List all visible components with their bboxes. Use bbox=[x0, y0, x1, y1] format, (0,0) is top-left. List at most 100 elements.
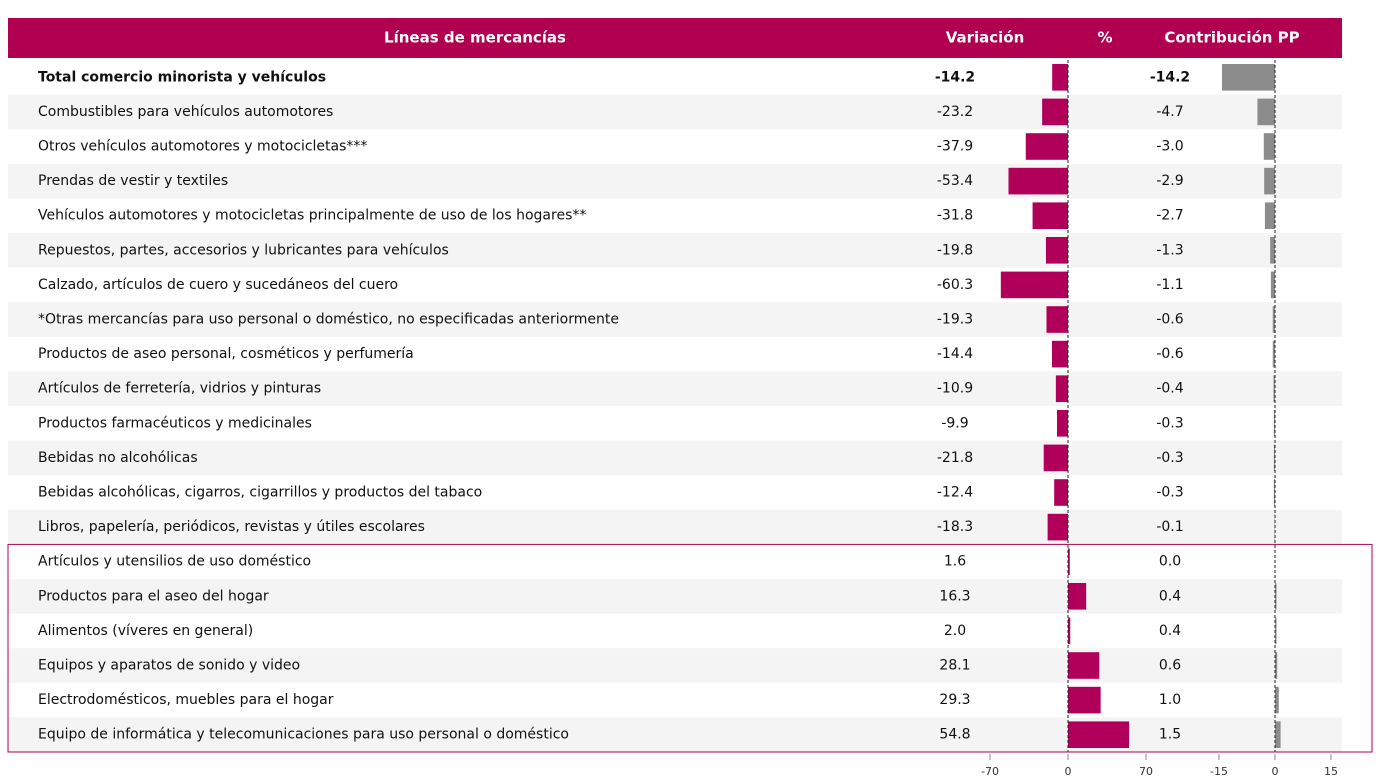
category-label: Bebidas no alcohólicas bbox=[38, 450, 198, 466]
value-label: -19.3 bbox=[937, 312, 973, 328]
row-bg bbox=[8, 302, 1342, 337]
highlight-box bbox=[7, 543, 1373, 753]
bar bbox=[1273, 375, 1275, 402]
value-label: 0.6 bbox=[1159, 658, 1181, 674]
bar bbox=[1008, 167, 1068, 195]
category-label: Calzado, artículos de cuero y sucedáneos… bbox=[38, 277, 398, 293]
header-contribucion: Contribución PP bbox=[1164, 29, 1299, 47]
value-label: -9.9 bbox=[941, 415, 968, 431]
x-tick-label: 70 bbox=[1139, 765, 1153, 778]
category-label: Electrodomésticos, muebles para el hogar bbox=[38, 692, 334, 708]
bar bbox=[1263, 133, 1275, 160]
value-label: -21.8 bbox=[937, 450, 973, 466]
category-label: Artículos de ferretería, vidrios y pintu… bbox=[38, 381, 321, 397]
value-label: -0.4 bbox=[1156, 381, 1183, 397]
bar bbox=[1042, 98, 1068, 126]
x-tick-label: 0 bbox=[1272, 765, 1279, 778]
row-bg bbox=[8, 371, 1342, 406]
row-bg bbox=[8, 648, 1342, 683]
bar bbox=[1275, 721, 1281, 748]
bar bbox=[1275, 686, 1279, 714]
value-label: 29.3 bbox=[939, 692, 970, 708]
value-label: 0.0 bbox=[1159, 554, 1181, 570]
value-label: -0.6 bbox=[1156, 312, 1183, 328]
value-label: 16.3 bbox=[939, 588, 970, 604]
bar bbox=[1068, 652, 1100, 679]
value-label: -14.2 bbox=[1150, 69, 1190, 85]
value-label: -0.3 bbox=[1156, 450, 1183, 466]
value-label: 1.5 bbox=[1159, 727, 1181, 743]
category-label: Otros vehículos automotores y motociclet… bbox=[38, 139, 367, 155]
category-label: Equipo de informática y telecomunicacion… bbox=[38, 727, 569, 743]
bar bbox=[1275, 617, 1277, 645]
bar bbox=[1221, 64, 1275, 91]
bar bbox=[1273, 479, 1275, 506]
header-bar bbox=[8, 18, 1342, 58]
row-bg bbox=[8, 163, 1342, 199]
bar bbox=[1264, 202, 1275, 229]
value-label: -4.7 bbox=[1156, 104, 1183, 120]
bar bbox=[1046, 306, 1068, 333]
bar bbox=[1043, 444, 1068, 472]
bar bbox=[1272, 306, 1275, 333]
category-label: *Otras mercancías para uso personal o do… bbox=[38, 312, 619, 328]
bar bbox=[1068, 617, 1071, 645]
category-label: Repuestos, partes, accesorios y lubrican… bbox=[38, 242, 449, 258]
bar bbox=[1000, 271, 1068, 299]
value-label: 1.6 bbox=[944, 554, 966, 570]
category-label: Total comercio minorista y vehículos bbox=[38, 69, 326, 85]
category-label: Equipos y aparatos de sonido y video bbox=[38, 658, 300, 674]
row-bg bbox=[8, 509, 1342, 545]
x-tick-label: 15 bbox=[1324, 765, 1338, 778]
bar bbox=[1052, 64, 1068, 91]
bar bbox=[1056, 410, 1068, 437]
bar bbox=[1055, 375, 1068, 402]
category-label: Combustibles para vehículos automotores bbox=[38, 104, 333, 120]
value-label: -14.4 bbox=[937, 346, 973, 362]
value-label: -0.6 bbox=[1156, 346, 1183, 362]
header-title: Líneas de mercancías bbox=[384, 29, 566, 47]
value-label: -18.3 bbox=[937, 519, 973, 535]
value-label: -31.8 bbox=[937, 208, 973, 224]
category-label: Libros, papelería, periódicos, revistas … bbox=[38, 519, 425, 535]
x-tick-label: -70 bbox=[981, 765, 999, 778]
header-variacion: Variación bbox=[946, 29, 1025, 47]
bar bbox=[1025, 133, 1068, 160]
value-label: 1.0 bbox=[1159, 692, 1181, 708]
row-bg bbox=[8, 440, 1342, 476]
bar bbox=[1047, 513, 1068, 541]
category-label: Productos de aseo personal, cosméticos y… bbox=[38, 346, 414, 362]
bar bbox=[1273, 410, 1275, 437]
category-label: Prendas de vestir y textiles bbox=[38, 173, 228, 189]
bar bbox=[1264, 167, 1275, 195]
value-label: -10.9 bbox=[937, 381, 973, 397]
bar bbox=[1051, 340, 1068, 368]
row-bg bbox=[8, 233, 1342, 268]
bar bbox=[1257, 98, 1275, 126]
value-label: -12.4 bbox=[937, 485, 973, 501]
category-label: Productos para el aseo del hogar bbox=[38, 588, 269, 604]
bar bbox=[1045, 237, 1068, 264]
value-label: -2.9 bbox=[1156, 173, 1183, 189]
bar bbox=[1032, 202, 1068, 229]
row-bg bbox=[8, 579, 1342, 614]
bar bbox=[1054, 479, 1068, 506]
value-label: -2.7 bbox=[1156, 208, 1183, 224]
value-label: -19.8 bbox=[937, 242, 973, 258]
value-label: 0.4 bbox=[1159, 588, 1181, 604]
x-tick-label: 0 bbox=[1065, 765, 1072, 778]
bar bbox=[1275, 652, 1278, 679]
value-label: -37.9 bbox=[937, 139, 973, 155]
bar bbox=[1270, 271, 1275, 299]
value-label: -14.2 bbox=[935, 69, 975, 85]
value-label: -23.2 bbox=[937, 104, 973, 120]
value-label: -0.1 bbox=[1156, 519, 1183, 535]
value-label: -60.3 bbox=[937, 277, 973, 293]
bar bbox=[1068, 583, 1087, 610]
x-tick-label: -15 bbox=[1210, 765, 1228, 778]
bar bbox=[1273, 444, 1275, 472]
row-bg bbox=[8, 94, 1342, 130]
value-label: -0.3 bbox=[1156, 485, 1183, 501]
category-label: Vehículos automotores y motocicletas pri… bbox=[38, 208, 586, 224]
header-unit: % bbox=[1097, 29, 1112, 47]
